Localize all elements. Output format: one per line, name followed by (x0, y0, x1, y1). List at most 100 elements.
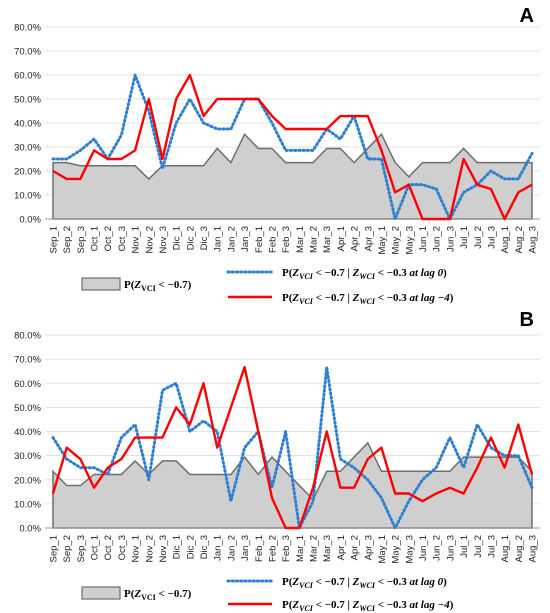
x-tick-label: Apr_3 (363, 226, 374, 251)
x-tick-label: Feb_3 (281, 535, 292, 562)
x-tick-label: Aug_2 (514, 226, 525, 253)
x-tick-label: Feb_2 (267, 226, 278, 253)
y-tick-label: 50.0% (14, 95, 41, 106)
x-tick-label: Dic_2 (185, 535, 196, 559)
x-tick-label: Sep_2 (62, 226, 73, 253)
red-series-lag-minus-4 (52, 73, 533, 221)
y-tick-label: 70.0% (14, 355, 41, 366)
x-tick-label: Oct_1 (90, 535, 101, 560)
x-tick-label: May_2 (391, 535, 402, 564)
x-tick-label: Jan_2 (226, 535, 237, 561)
y-tick-label: 70.0% (14, 47, 41, 58)
x-tick-label: Dic_3 (199, 226, 210, 250)
dotted-series-lag-0 (51, 365, 534, 530)
x-tick-label: Mar_2 (309, 535, 320, 562)
x-tick-label: Jan_3 (240, 535, 251, 561)
x-tick-label: Dic_1 (172, 226, 183, 250)
x-tick-label: Apr_1 (336, 226, 347, 251)
x-tick-label: Oct_2 (103, 535, 114, 560)
red-series-lag-minus-4 (51, 365, 534, 530)
x-tick-label: Jan_3 (240, 226, 251, 252)
dotted-series-lag-0 (51, 73, 534, 221)
x-tick-label: Oct_3 (117, 226, 128, 251)
x-tick-label: May_3 (404, 226, 415, 255)
y-tick-label: 60.0% (14, 71, 41, 82)
x-tick-label: Aug_1 (500, 535, 511, 562)
y-tick-label: 0.0% (19, 215, 41, 226)
legend-label-area: P(ZVCI < −0.7) (124, 588, 192, 602)
x-tick-label: Jul_1 (459, 226, 470, 249)
x-tick-label: Aug_3 (528, 535, 539, 562)
x-tick-label: Nov_1 (131, 535, 142, 562)
x-tick-label: Aug_1 (500, 226, 511, 253)
y-tick-label: 50.0% (14, 403, 41, 414)
x-tick-label: Jul_3 (486, 226, 497, 249)
x-tick-label: Sep_2 (62, 535, 73, 562)
y-tick-label: 10.0% (14, 191, 41, 202)
x-tick-label: Nov_2 (144, 535, 155, 562)
y-tick-label: 30.0% (14, 143, 41, 154)
panel-a: A 0.0% 10.0% 20.0% 30.0% 40.0% 50.0% 60.0% 70.0%… (14, 5, 540, 306)
legend-label-red: P(ZVCI < −0.7 | ZWCI < −0.3 at lag −4) (282, 292, 454, 306)
x-tick-label: Sep_3 (76, 226, 87, 253)
legend: P(ZVCI < −0.7) P(ZVCI < −0.7 | ZWCI < −0.… (81, 576, 454, 613)
x-tick-label: Mar_1 (295, 226, 306, 253)
legend: P(ZVCI < −0.7) P(ZVCI < −0.7 | ZWCI < −0.… (81, 267, 454, 306)
x-tick-label: Jul_3 (486, 535, 497, 558)
y-tick-label: 20.0% (14, 475, 41, 486)
x-tick-label: May_1 (377, 226, 388, 255)
x-tick-label: Mar_3 (322, 226, 333, 253)
x-tick-label: Dic_3 (199, 535, 210, 559)
y-tick-label: 10.0% (14, 499, 41, 510)
x-tick-label: Feb_1 (254, 226, 265, 253)
x-tick-label: Jun_3 (445, 226, 456, 252)
legend-swatch-area (81, 277, 121, 291)
x-tick-label: Oct_2 (103, 226, 114, 251)
x-tick-label: Jun_3 (445, 535, 456, 561)
y-tick-label: 40.0% (14, 427, 41, 438)
x-tick-label: Mar_1 (295, 535, 306, 562)
x-tick-label: Apr_3 (363, 535, 374, 560)
x-tick-label: Nov_3 (158, 535, 169, 562)
x-tick-label: Feb_2 (267, 535, 278, 562)
panel-label: B (520, 309, 534, 331)
x-tick-label: Jun_1 (418, 226, 429, 252)
x-tick-label: Dic_1 (172, 535, 183, 559)
x-tick-label: Jul_1 (459, 535, 470, 558)
area-series (52, 132, 533, 220)
legend-swatch-area (81, 586, 121, 600)
panel-b: B 0.0% 10.0% 20.0% 30.0% 40.0% 50.0% 60.0% 70.0%… (14, 309, 540, 613)
x-tick-label: Jun_2 (432, 535, 443, 561)
x-tick-label: Aug_2 (514, 535, 525, 562)
x-tick-label: Mar_3 (322, 535, 333, 562)
y-tick-label: 0.0% (19, 524, 41, 535)
y-tick-label: 80.0% (14, 23, 41, 34)
x-tick-label: Sep_3 (76, 535, 87, 562)
x-tick-label: Nov_2 (144, 226, 155, 253)
x-tick-label: Jan_1 (213, 535, 224, 561)
x-tick-label: Nov_3 (158, 226, 169, 253)
y-tick-label: 30.0% (14, 451, 41, 462)
x-tick-label: Jul_2 (473, 226, 484, 249)
x-tick-label: Jul_2 (473, 535, 484, 558)
x-tick-label: May_1 (377, 535, 388, 564)
x-tick-label: Oct_3 (117, 535, 128, 560)
legend-label-dotted: P(ZVCI < −0.7 | ZWCI < −0.3 at lag 0) (282, 267, 447, 281)
y-tick-label: 80.0% (14, 331, 41, 342)
x-tick-label: Feb_1 (254, 535, 265, 562)
x-tick-label: Oct_1 (90, 226, 101, 251)
x-tick-label: Apr_2 (350, 226, 361, 251)
x-tick-label: Jun_1 (418, 535, 429, 561)
x-tick-label: May_3 (404, 535, 415, 564)
x-tick-label: Nov_1 (131, 226, 142, 253)
x-tick-label: Sep_1 (49, 226, 60, 253)
x-tick-label: Jan_2 (226, 226, 237, 252)
y-tick-label: 60.0% (14, 379, 41, 390)
x-tick-label: May_2 (391, 226, 402, 255)
x-tick-label: Sep_1 (49, 535, 60, 562)
x-tick-label: Feb_3 (281, 226, 292, 253)
legend-label-red: P(ZVCI < −0.7 | ZWCI < −0.3 at lag −4) (282, 599, 454, 613)
x-tick-label: Apr_1 (336, 535, 347, 560)
